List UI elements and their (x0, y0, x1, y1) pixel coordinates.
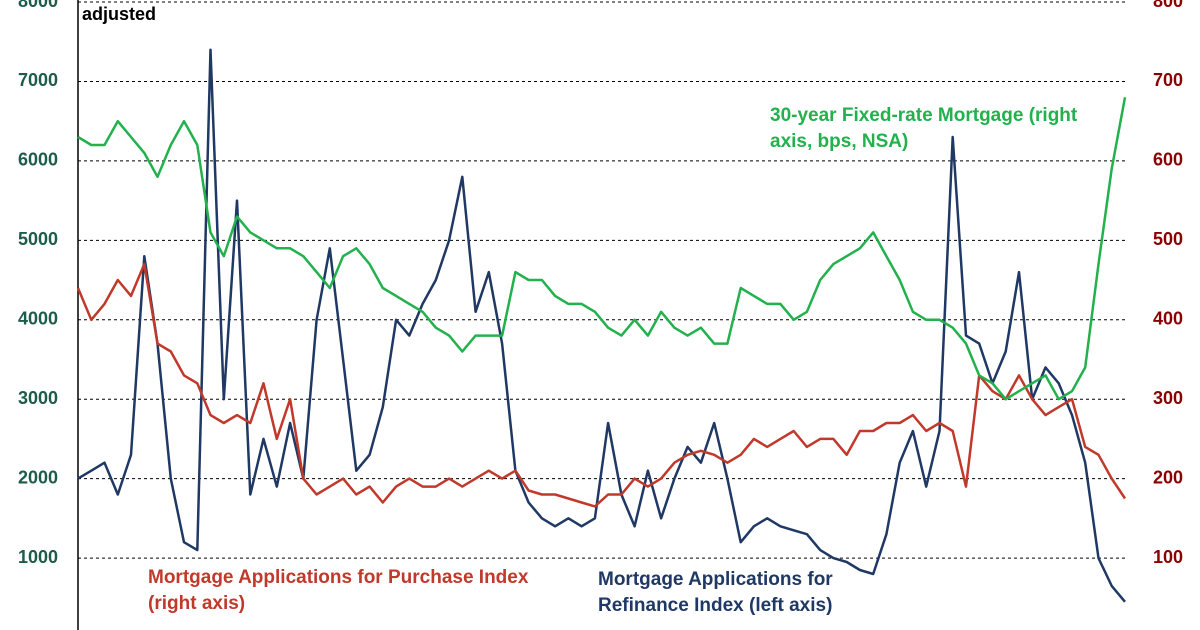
y2-tick-label: 800 (1153, 0, 1183, 11)
series-line (77, 48, 1126, 603)
series-label: 30-year Fixed-rate Mortgage (right axis,… (770, 105, 1078, 152)
y-tick-label: 2000 (18, 467, 58, 487)
y-tick-label: 8000 (18, 0, 58, 11)
series-line (77, 97, 1127, 401)
y2-tick-label: 200 (1153, 467, 1183, 487)
y2-tick-label: 300 (1153, 388, 1183, 408)
y2-tick-label: 700 (1153, 70, 1183, 90)
series-label: Mortgage Applications for Refinance Inde… (598, 569, 833, 616)
y-tick-label: 7000 (18, 70, 58, 90)
y-tick-label: 5000 (18, 229, 58, 249)
y2-tick-label: 100 (1153, 547, 1183, 567)
series-label: Mortgage Applications for Purchase Index… (148, 567, 529, 614)
y2-tick-label: 400 (1153, 309, 1183, 329)
y2-tick-label: 600 (1153, 150, 1183, 170)
y-tick-label: 4000 (18, 309, 58, 329)
y2-tick-label: 500 (1153, 229, 1183, 249)
y-tick-label: 6000 (18, 150, 58, 170)
y-tick-label: 3000 (18, 388, 58, 408)
series-line (76, 262, 1127, 508)
chart-title: adjusted (82, 4, 156, 24)
y-tick-label: 1000 (18, 547, 58, 567)
